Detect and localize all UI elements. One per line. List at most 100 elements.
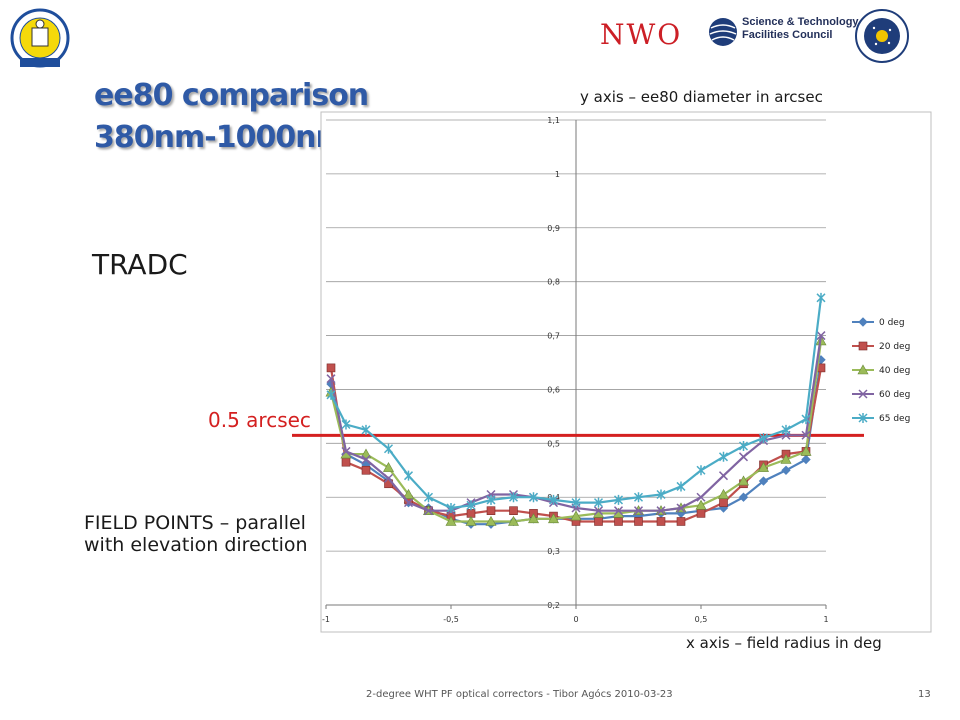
data-point-marker <box>780 453 792 464</box>
chart-frame <box>320 111 932 633</box>
x-tick-label: -1 <box>322 615 330 624</box>
data-point-marker <box>858 317 868 327</box>
legend-label: 20 deg <box>879 342 910 352</box>
y-tick-label: 0,8 <box>547 278 560 287</box>
data-point-marker <box>816 292 826 303</box>
series-60-deg <box>326 331 826 516</box>
legend-item: 60 deg <box>852 389 910 400</box>
data-point-marker <box>801 454 811 465</box>
data-point-marker <box>613 494 624 505</box>
data-point-marker <box>633 506 644 516</box>
stfc-text-line2: Facilities Council <box>742 29 833 41</box>
data-point-marker <box>613 506 624 516</box>
data-point-marker <box>738 441 749 452</box>
data-point-marker <box>383 473 394 483</box>
slide-title-line2: 380nm-1000nm <box>94 120 347 155</box>
astrophysics-institute-logo <box>855 9 909 63</box>
data-point-marker <box>717 488 730 499</box>
legend-label: 40 deg <box>879 366 910 376</box>
series-group <box>325 292 827 529</box>
data-point-marker <box>360 448 372 459</box>
x-tick-label: 1 <box>823 615 828 624</box>
y-tick-label: 0,3 <box>547 547 560 556</box>
data-point-marker <box>423 506 434 516</box>
data-point-marker <box>801 414 811 425</box>
nwo-logo: NWO <box>600 18 683 51</box>
threshold-label: 0.5 arcsec <box>208 408 311 432</box>
data-point-marker <box>465 515 477 526</box>
x-tick-label: -0,5 <box>443 615 459 624</box>
data-point-marker <box>571 497 581 508</box>
data-point-marker <box>509 506 518 515</box>
data-point-marker <box>547 513 560 524</box>
data-point-marker <box>446 503 456 513</box>
stfc-globe-icon <box>709 18 737 46</box>
data-point-marker <box>816 331 826 341</box>
data-point-marker <box>858 389 868 399</box>
data-point-marker <box>758 432 769 443</box>
x-tick-label: 0 <box>573 615 578 624</box>
data-point-marker <box>676 517 686 526</box>
data-point-marker <box>800 445 812 456</box>
legend-item: 40 deg <box>852 364 910 376</box>
x-tick-label: 0,5 <box>695 615 708 624</box>
data-point-marker <box>858 341 868 351</box>
data-point-marker <box>508 492 519 503</box>
stfc-logo-text: Science & Technology Facilities Council <box>742 16 859 42</box>
data-point-marker <box>383 443 394 454</box>
data-point-marker <box>696 509 706 518</box>
data-point-marker <box>633 492 644 503</box>
data-point-marker <box>718 451 729 462</box>
data-point-marker <box>527 513 540 524</box>
data-point-marker <box>857 364 869 375</box>
data-point-marker <box>758 476 769 486</box>
data-point-marker <box>614 517 623 526</box>
legend-item: 65 deg <box>852 413 910 424</box>
y-tick-label: 1 <box>555 170 560 179</box>
data-point-marker <box>738 492 749 502</box>
data-point-marker <box>594 517 603 526</box>
data-point-marker <box>445 515 457 526</box>
legend-label: 0 deg <box>879 318 905 328</box>
tradc-label: TRADC <box>92 248 188 281</box>
data-point-marker <box>382 461 395 472</box>
data-point-marker <box>507 515 520 526</box>
data-point-marker <box>757 461 770 472</box>
data-point-marker <box>341 457 351 467</box>
y-tick-label: 0,7 <box>547 332 560 341</box>
data-point-marker <box>361 424 371 435</box>
slide-number: 13 <box>918 689 931 700</box>
series-65-deg <box>326 292 826 513</box>
field-points-note: FIELD POINTS – parallel with elevation d… <box>84 512 308 556</box>
data-point-marker <box>676 481 686 492</box>
data-point-marker <box>528 492 539 503</box>
data-point-marker <box>634 517 643 526</box>
data-point-marker <box>423 492 434 503</box>
data-point-marker <box>341 419 351 430</box>
legend: 0 deg 20 deg 40 deg 60 deg 65 deg <box>852 317 910 424</box>
slide-title-line1: ee80 comparison <box>94 78 369 113</box>
data-point-marker <box>738 452 749 462</box>
data-point-marker <box>326 374 336 384</box>
data-point-marker <box>361 454 371 465</box>
data-point-marker <box>656 506 666 516</box>
data-point-marker <box>361 465 371 475</box>
data-point-marker <box>695 499 707 510</box>
isaac-newton-group-logo <box>10 8 70 68</box>
data-point-marker <box>801 430 811 440</box>
data-point-marker <box>326 363 336 373</box>
data-point-marker <box>466 500 476 511</box>
legend-item: 20 deg <box>852 341 910 352</box>
data-point-marker <box>548 494 559 505</box>
footer: 2-degree WHT PF optical correctors - Tib… <box>366 689 673 700</box>
data-point-marker <box>718 471 729 481</box>
legend-label: 65 deg <box>879 414 910 424</box>
data-point-marker <box>593 497 604 508</box>
data-point-marker <box>676 503 686 513</box>
data-point-marker <box>858 413 868 423</box>
legend-label: 60 deg <box>879 390 910 400</box>
data-point-marker <box>781 424 791 435</box>
legend-item: 0 deg <box>852 317 905 328</box>
x-axis-note: x axis – field radius in deg <box>686 634 882 652</box>
data-point-marker <box>486 506 496 515</box>
